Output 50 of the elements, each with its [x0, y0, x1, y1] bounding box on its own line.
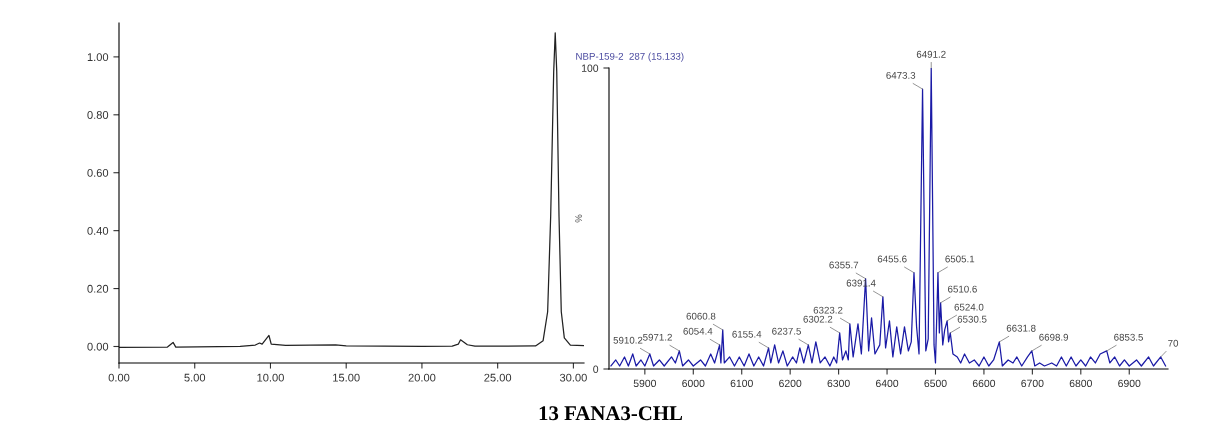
text: 13 FANA3-CHL [539, 406, 683, 421]
annotation: 6510.6 [948, 285, 977, 293]
annotation: 5910.2 [613, 336, 643, 344]
annotation: 6473.3 [886, 71, 916, 79]
x-tick-label: 5900 [633, 379, 657, 388]
x-tick-label: 6100 [730, 379, 753, 388]
chart-title: NBP-159-2 287 (15.133) [576, 52, 684, 62]
annotation: 6698.9 [1039, 333, 1069, 341]
x-tick-label: 6300 [827, 379, 850, 388]
y-tick-label: 0.60 [87, 168, 109, 177]
x-tick-label: 30.00 [559, 373, 587, 382]
y-tick-label: 0.40 [87, 226, 109, 235]
annotation: 6853.5 [1114, 333, 1143, 341]
x-tick-label: 6900 [1118, 379, 1141, 388]
x-tick-label: 10.00 [257, 373, 284, 382]
x-tick-label: 6000 [682, 379, 705, 388]
x-tick-label: 6200 [779, 379, 802, 388]
annotation: 6631.8 [1006, 324, 1036, 332]
x-tick-label: 0.00 [108, 373, 130, 382]
x-tick-label: 25.00 [484, 373, 512, 382]
annotation: 5971.2 [643, 333, 672, 341]
annotation: 6505.1 [945, 255, 975, 263]
y-axis-title: % [575, 214, 583, 223]
y-tick-label: 0.20 [87, 284, 109, 293]
annotation: 6155.4 [732, 330, 762, 338]
x-tick-label: 6600 [972, 379, 996, 388]
y-tick-label: 0 [593, 365, 599, 373]
annotation: 6237.5 [772, 327, 801, 335]
annotation: 6455.6 [877, 255, 907, 263]
x-tick-label: 6700 [1021, 379, 1044, 388]
y-tick-label: 0.80 [87, 111, 109, 119]
annotation: 6491.2 [916, 50, 946, 58]
x-tick-label: 20.00 [408, 373, 436, 382]
y-tick-label: 100 [582, 64, 599, 72]
y-tick-label: 1.00 [87, 53, 109, 62]
annotation: 6530.5 [957, 315, 987, 323]
annotation: 70 [1168, 339, 1179, 347]
x-tick-label: 5.00 [184, 373, 206, 382]
x-tick-label: 6500 [924, 379, 947, 388]
annotation: 6054.4 [683, 327, 713, 335]
y-tick-label: 0.00 [87, 342, 109, 351]
x-tick-label: 6800 [1069, 379, 1092, 388]
annotation: 6302.2 [803, 315, 833, 323]
annotation: 6323.2 [813, 306, 843, 314]
line-series [610, 68, 1167, 367]
x-tick-label: 6400 [875, 379, 899, 388]
x-tick-label: 15.00 [333, 373, 360, 382]
annotation: 6524.0 [954, 303, 984, 311]
annotation: 6060.8 [686, 312, 716, 320]
annotation: 6355.7 [829, 261, 859, 269]
